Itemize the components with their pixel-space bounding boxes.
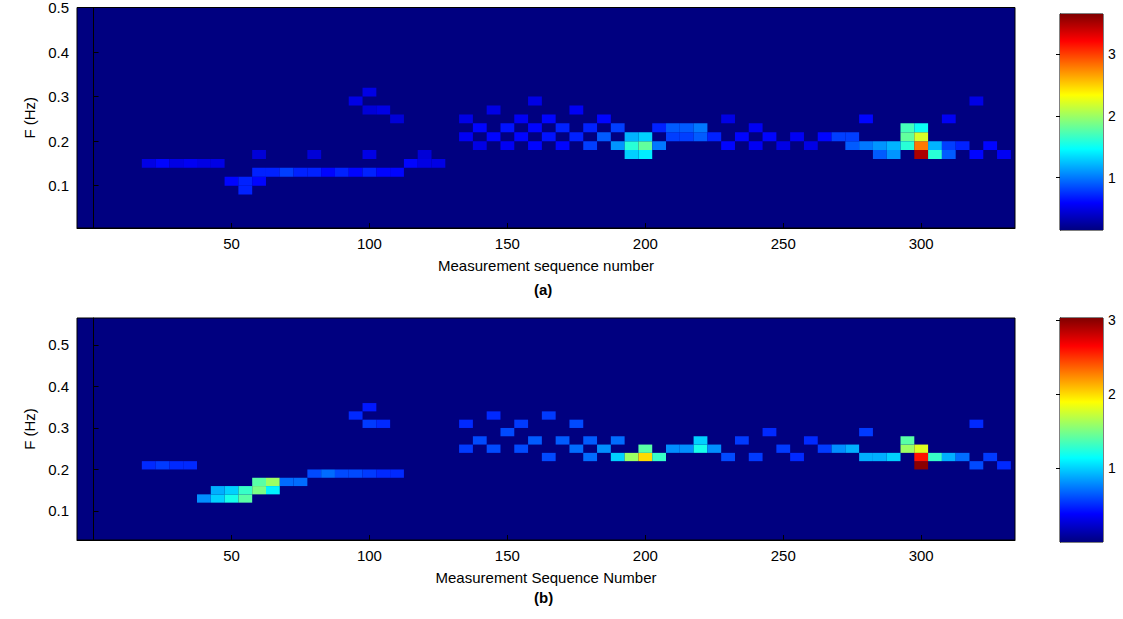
svg-text:(a): (a) [534,281,552,298]
svg-text:0.3: 0.3 [48,88,69,105]
svg-text:250: 250 [771,235,796,252]
svg-text:250: 250 [771,547,796,564]
svg-text:300: 300 [909,235,934,252]
svg-text:0.2: 0.2 [48,461,69,478]
svg-text:2: 2 [1108,108,1116,124]
svg-text:Measurement sequence number: Measurement sequence number [438,257,654,274]
svg-text:50: 50 [223,547,240,564]
svg-text:1: 1 [1108,460,1116,476]
svg-text:3: 3 [1108,46,1116,62]
svg-text:2: 2 [1108,386,1116,402]
svg-text:200: 200 [633,547,658,564]
svg-text:150: 150 [495,547,520,564]
svg-text:300: 300 [909,547,934,564]
svg-text:0.2: 0.2 [48,133,69,150]
svg-text:0.3: 0.3 [48,419,69,436]
svg-text:(b): (b) [534,589,553,606]
svg-text:F (Hz): F (Hz) [21,408,38,450]
svg-text:F (Hz): F (Hz) [21,97,38,139]
svg-text:Measurement Sequence Number: Measurement Sequence Number [436,569,657,586]
svg-text:100: 100 [357,235,382,252]
svg-text:1: 1 [1108,170,1116,186]
svg-text:0.4: 0.4 [48,44,69,61]
svg-text:0.1: 0.1 [48,177,69,194]
svg-text:0.5: 0.5 [48,336,69,353]
svg-text:0.5: 0.5 [48,0,69,16]
svg-text:100: 100 [357,547,382,564]
svg-text:150: 150 [495,235,520,252]
svg-text:50: 50 [223,235,240,252]
svg-text:3: 3 [1108,312,1116,328]
svg-text:0.1: 0.1 [48,502,69,519]
svg-text:0.4: 0.4 [48,378,69,395]
svg-text:200: 200 [633,235,658,252]
